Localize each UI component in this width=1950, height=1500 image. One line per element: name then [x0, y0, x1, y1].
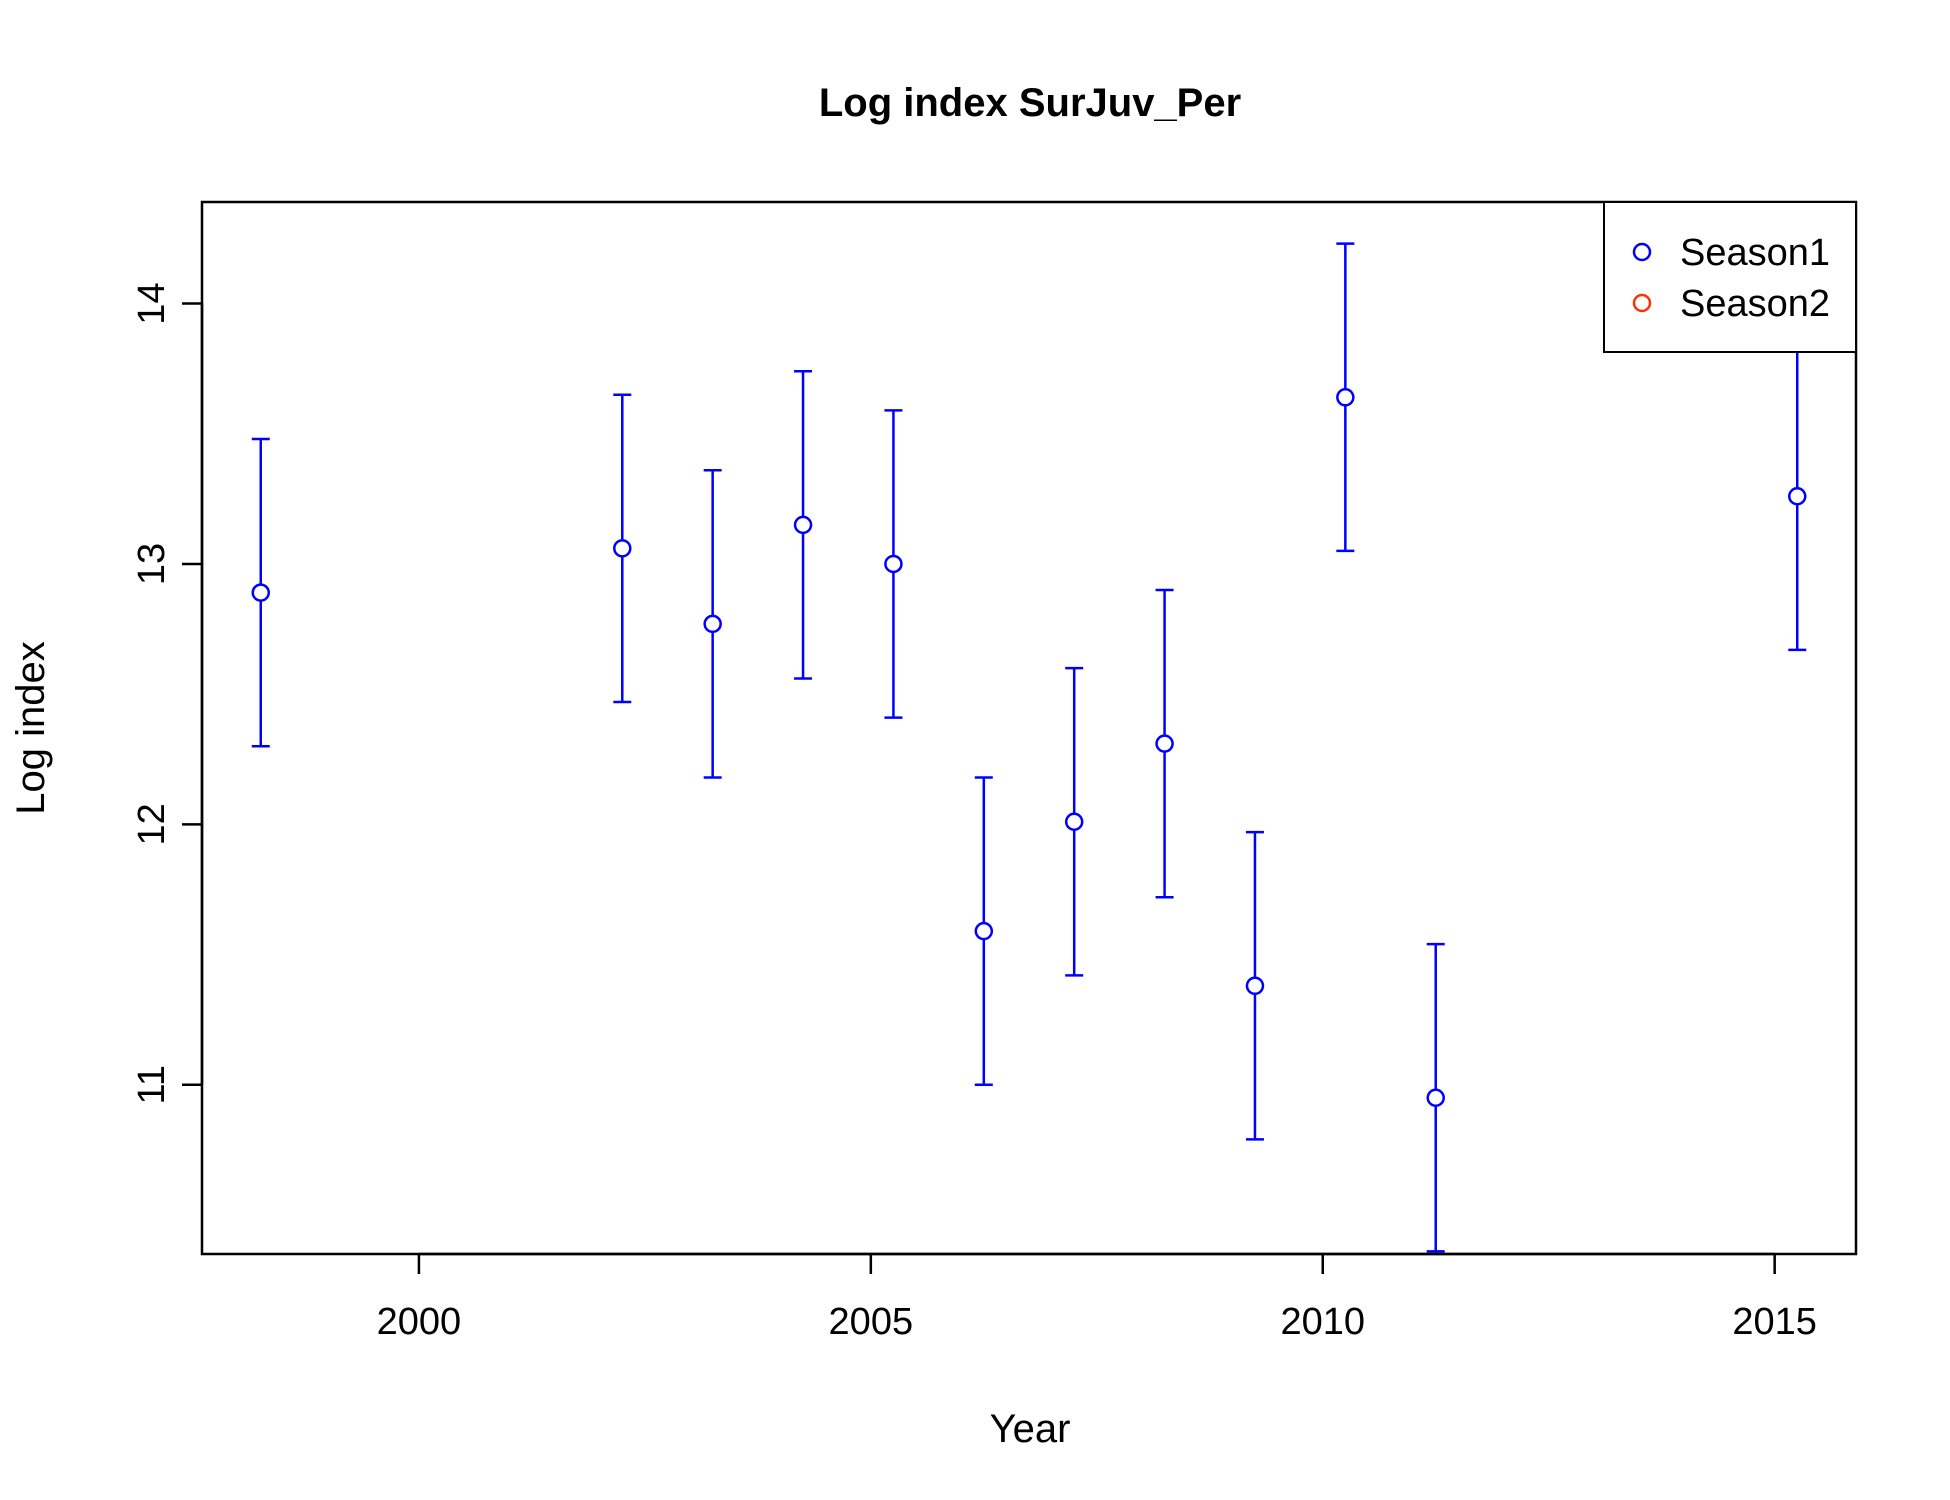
legend-label: Season1: [1680, 232, 1830, 274]
data-point: [1788, 486, 1807, 506]
x-tick-label: 2000: [377, 1301, 462, 1343]
x-tick-label: 2010: [1280, 1301, 1365, 1343]
data-point: [613, 539, 632, 558]
y-tick-label: 11: [131, 1065, 173, 1104]
data-point: [1064, 812, 1084, 831]
data-point-group: [1155, 588, 1174, 899]
data-point: [1245, 976, 1265, 996]
data-point-group: [703, 468, 722, 779]
data-point-group: [1336, 242, 1355, 553]
y-tick-label: 14: [131, 282, 173, 324]
y-axis-label: Log index: [9, 641, 53, 814]
data-point: [251, 583, 270, 602]
data-point: [793, 515, 813, 535]
plot-frame: [200, 200, 1858, 1256]
legend-marker: [1632, 242, 1652, 262]
data-point: [703, 614, 722, 634]
data-point-group: [793, 370, 813, 680]
data-point-group: [974, 776, 994, 1086]
data-point-group: [1245, 830, 1265, 1141]
series-layer: [251, 242, 1807, 1253]
y-axis: 11 12 13 14: [131, 282, 204, 1104]
chart-title: Log index SurJuv_Per: [819, 81, 1241, 125]
legend-label: Season2: [1680, 283, 1830, 325]
x-tick-label: 2015: [1732, 1301, 1817, 1343]
data-point-group: [1788, 341, 1807, 652]
legend-marker: [1632, 293, 1652, 313]
data-point: [1336, 388, 1355, 407]
y-tick-label: 12: [131, 803, 173, 845]
y-tick-label: 13: [131, 543, 173, 585]
x-tick-label: 2005: [829, 1301, 914, 1343]
legend-box: [1603, 201, 1857, 353]
data-point-group: [1064, 666, 1084, 977]
data-point: [1426, 1088, 1445, 1108]
data-point-group: [613, 393, 632, 704]
x-axis: 2000 2005 2010 2015: [377, 1252, 1817, 1343]
data-point: [1155, 734, 1174, 753]
x-axis-label: Year: [990, 1407, 1071, 1451]
legend: Season1 Season2: [1603, 201, 1857, 353]
plot-area: [200, 200, 1858, 1256]
data-point-group: [251, 437, 270, 748]
data-point-group: [1426, 942, 1445, 1253]
data-point: [884, 554, 903, 574]
data-point: [974, 921, 994, 941]
data-point-group: [884, 409, 903, 719]
